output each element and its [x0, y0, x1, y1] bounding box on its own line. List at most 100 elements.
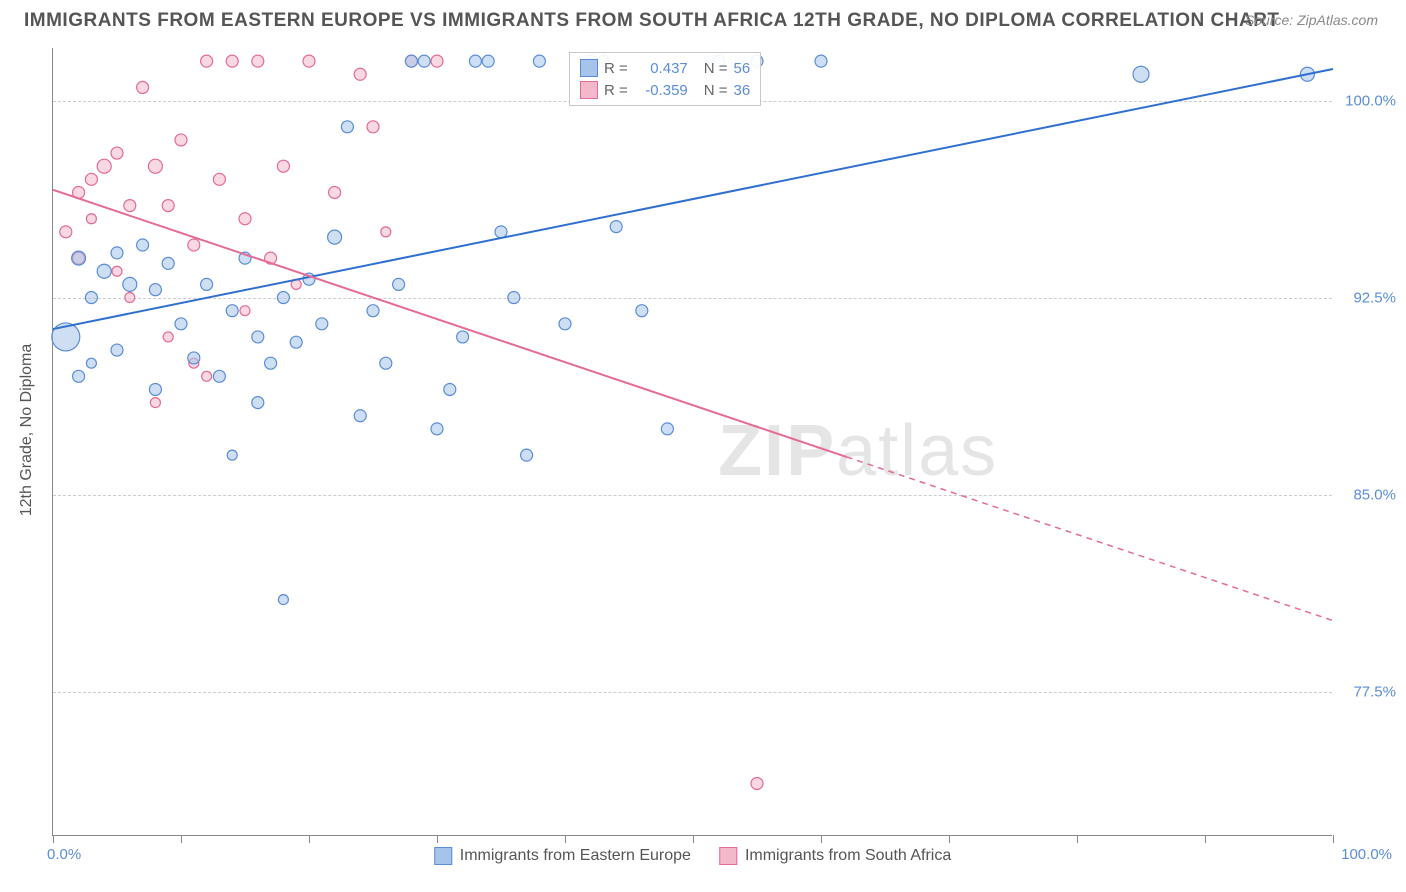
scatter-point-series1	[610, 221, 622, 233]
x-tick	[1205, 835, 1206, 843]
legend-row: R =0.437N =56	[580, 57, 750, 79]
scatter-point-series1	[73, 370, 85, 382]
correlation-legend: R =0.437N =56R =-0.359N =36	[569, 52, 761, 106]
x-tick	[821, 835, 822, 843]
scatter-point-series1	[521, 449, 533, 461]
scatter-point-series2	[202, 371, 212, 381]
x-tick-label-max: 100.0%	[1341, 846, 1392, 863]
scatter-point-series2	[111, 147, 123, 159]
scatter-point-series1	[815, 55, 827, 67]
x-tick-label-min: 0.0%	[47, 846, 81, 863]
y-axis-label: 12th Grade, No Diploma	[18, 344, 36, 517]
scatter-point-series1	[213, 370, 225, 382]
legend-n-label: N =	[704, 82, 728, 99]
scatter-point-series1	[444, 383, 456, 395]
scatter-point-series1	[508, 292, 520, 304]
scatter-point-series1	[277, 292, 289, 304]
x-tick	[565, 835, 566, 843]
chart-svg	[53, 48, 1332, 835]
scatter-point-series2	[303, 55, 315, 67]
scatter-point-series2	[125, 293, 135, 303]
scatter-point-series2	[97, 159, 111, 173]
scatter-point-series2	[85, 173, 97, 185]
scatter-point-series1	[97, 264, 111, 278]
scatter-point-series2	[367, 121, 379, 133]
series-legend: Immigrants from Eastern Europe Immigrants…	[434, 847, 952, 865]
legend-row: R =-0.359N =36	[580, 79, 750, 101]
legend-r-label: R =	[604, 60, 628, 77]
chart-title: IMMIGRANTS FROM EASTERN EUROPE VS IMMIGR…	[24, 10, 1280, 32]
scatter-point-series2	[124, 200, 136, 212]
scatter-point-series2	[329, 186, 341, 198]
x-tick	[309, 835, 310, 843]
scatter-point-series2	[239, 213, 251, 225]
scatter-point-series2	[150, 398, 160, 408]
scatter-point-series2	[751, 777, 763, 789]
legend-swatch	[580, 59, 598, 77]
legend-swatch	[434, 847, 452, 865]
scatter-point-series1	[418, 55, 430, 67]
scatter-point-series1	[226, 305, 238, 317]
scatter-point-series1	[316, 318, 328, 330]
scatter-point-series2	[431, 55, 443, 67]
regression-line	[53, 190, 847, 457]
scatter-point-series1	[341, 121, 353, 133]
scatter-point-series2	[163, 332, 173, 342]
scatter-point-series1	[252, 331, 264, 343]
legend-r-value: -0.359	[634, 82, 688, 99]
scatter-point-series2	[381, 227, 391, 237]
scatter-point-series1	[354, 410, 366, 422]
scatter-point-series2	[277, 160, 289, 172]
scatter-point-series1	[457, 331, 469, 343]
scatter-point-series1	[533, 55, 545, 67]
scatter-point-series2	[188, 239, 200, 251]
scatter-point-series1	[86, 358, 96, 368]
scatter-point-series1	[72, 251, 86, 265]
legend-swatch	[719, 847, 737, 865]
x-tick	[693, 835, 694, 843]
scatter-point-series1	[495, 226, 507, 238]
legend-swatch	[580, 81, 598, 99]
series-legend-label: Immigrants from Eastern Europe	[460, 847, 691, 865]
scatter-point-series2	[240, 306, 250, 316]
scatter-point-series2	[226, 55, 238, 67]
scatter-point-series2	[137, 81, 149, 93]
scatter-point-series2	[175, 134, 187, 146]
scatter-point-series1	[393, 278, 405, 290]
source-attribution: Source: ZipAtlas.com	[1245, 12, 1378, 28]
scatter-point-series1	[1133, 66, 1149, 82]
scatter-point-series1	[431, 423, 443, 435]
scatter-point-series1	[636, 305, 648, 317]
legend-n-value: 56	[734, 60, 751, 77]
y-tick-label: 92.5%	[1353, 289, 1396, 306]
series-legend-label: Immigrants from South Africa	[745, 847, 951, 865]
x-tick	[1077, 835, 1078, 843]
scatter-point-series2	[201, 55, 213, 67]
regression-line	[53, 69, 1333, 329]
scatter-point-series1	[137, 239, 149, 251]
y-tick-label: 100.0%	[1345, 92, 1396, 109]
scatter-point-series1	[380, 357, 392, 369]
scatter-point-series2	[148, 159, 162, 173]
scatter-point-series1	[162, 257, 174, 269]
scatter-point-series1	[328, 230, 342, 244]
scatter-point-series1	[265, 357, 277, 369]
scatter-point-series1	[661, 423, 673, 435]
legend-n-label: N =	[704, 60, 728, 77]
scatter-point-series2	[60, 226, 72, 238]
scatter-point-series1	[405, 55, 417, 67]
scatter-point-series1	[188, 352, 200, 364]
regression-line-extrapolated	[847, 457, 1333, 621]
scatter-point-series1	[85, 292, 97, 304]
x-tick	[949, 835, 950, 843]
scatter-point-series1	[469, 55, 481, 67]
scatter-point-series2	[354, 68, 366, 80]
scatter-point-series1	[227, 450, 237, 460]
scatter-point-series1	[149, 284, 161, 296]
series-legend-item: Immigrants from Eastern Europe	[434, 847, 691, 865]
scatter-point-series1	[559, 318, 571, 330]
scatter-point-series1	[111, 344, 123, 356]
scatter-point-series1	[201, 278, 213, 290]
scatter-point-series1	[149, 383, 161, 395]
y-tick-label: 85.0%	[1353, 486, 1396, 503]
